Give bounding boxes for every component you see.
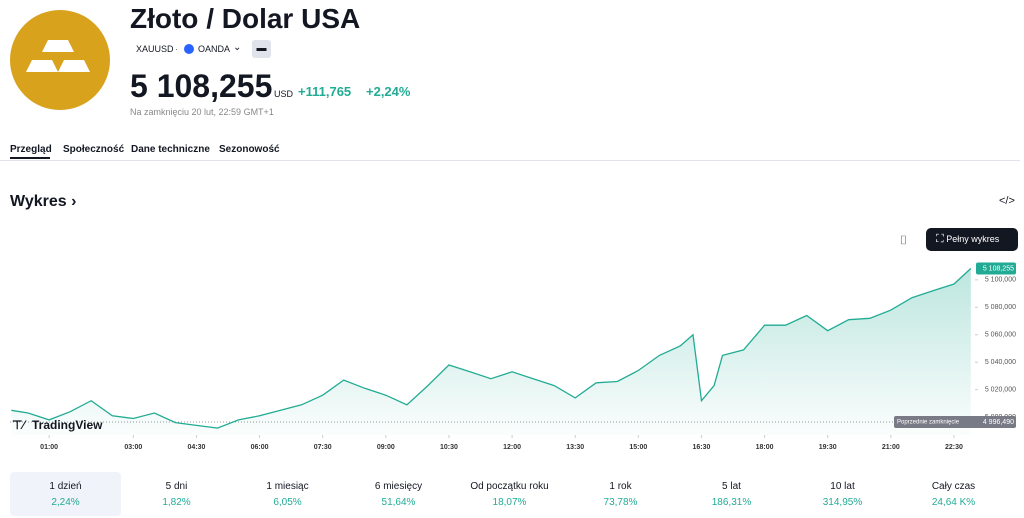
period-label: 10 lat xyxy=(830,481,855,492)
full-chart-button[interactable]: ⛶ Pełny wykres xyxy=(926,228,1018,251)
period-label: 1 rok xyxy=(609,481,632,492)
price: 5 108,255 xyxy=(130,68,273,104)
period-change: 186,31% xyxy=(711,497,752,508)
x-tick-label: 10:30 xyxy=(440,444,458,451)
period-button[interactable]: 10 lat 314,95% xyxy=(787,472,898,516)
tab[interactable]: Przegląd xyxy=(10,144,52,155)
x-tick-label: 07:30 xyxy=(314,444,332,451)
period-label: Cały czas xyxy=(931,481,976,492)
area-fill xyxy=(11,268,971,435)
x-tick-label: 18:00 xyxy=(756,444,774,451)
period-change: 314,95% xyxy=(822,497,863,508)
x-tick-label: 04:30 xyxy=(187,444,205,451)
tab[interactable]: Dane techniczne xyxy=(131,144,210,155)
tab[interactable]: Sezonowość xyxy=(219,144,280,155)
verified-icon xyxy=(184,44,194,54)
status-text: Na zamknięciu 20 lut, 22:59 GMT+1 xyxy=(130,107,274,117)
period-label: Od początku roku xyxy=(470,481,549,492)
period-button[interactable]: Cały czas 24,64 K% xyxy=(898,472,1009,516)
period-change: 18,07% xyxy=(492,497,527,508)
y-tick-label: 5 060,000 xyxy=(985,332,1016,339)
x-tick-label: 12:00 xyxy=(503,444,521,451)
tradingview-mark: ⊤⁄ xyxy=(12,418,27,432)
full-chart-label: Pełny wykres xyxy=(946,234,1000,244)
y-tick-label: 5 020,000 xyxy=(985,387,1016,394)
title: Złoto / Dolar USA xyxy=(130,3,361,34)
period-label: 1 miesiąc xyxy=(266,481,309,492)
section-title-text: Wykres xyxy=(10,193,67,210)
x-tick-label: 13:30 xyxy=(566,444,584,451)
x-tick-label: 03:00 xyxy=(124,444,142,451)
y-tick-label: 5 080,000 xyxy=(985,304,1016,311)
period-change: 73,78% xyxy=(603,497,638,508)
period-change: 2,24% xyxy=(51,497,80,508)
tab-underline xyxy=(10,157,50,159)
period-label: 6 miesięcy xyxy=(374,481,423,492)
x-tick-label: 01:00 xyxy=(40,444,58,451)
period-change: 1,82% xyxy=(162,497,191,508)
camera-icon[interactable]: ⌷ xyxy=(900,233,908,247)
tab[interactable]: Społeczność xyxy=(63,144,125,155)
change: +111,765 xyxy=(298,84,352,99)
dot: · xyxy=(175,44,178,54)
period-button[interactable]: Od początku roku 18,07% xyxy=(454,472,565,516)
x-tick-label: 16:30 xyxy=(692,444,710,451)
period-label: 5 dni xyxy=(165,481,188,492)
symbol-logo xyxy=(10,10,110,110)
exchange[interactable]: OANDA xyxy=(198,44,231,54)
period-label: 5 lat xyxy=(722,481,741,492)
period-label: 1 dzień xyxy=(49,481,82,492)
x-tick-label: 15:00 xyxy=(629,444,647,451)
previous-close-value: 4 996,490 xyxy=(983,419,1014,426)
x-tick-label: 06:00 xyxy=(251,444,269,451)
previous-close-label: Poprzednie zamknięcie xyxy=(897,420,960,426)
currency: USD xyxy=(274,89,294,99)
embed-icon[interactable]: </> xyxy=(999,195,1015,207)
period-button[interactable]: 6 miesięcy 51,64% xyxy=(343,472,454,516)
period-button[interactable]: 1 miesiąc 6,05% xyxy=(232,472,343,516)
period-change: 51,64% xyxy=(381,497,416,508)
x-tick-label: 09:00 xyxy=(377,444,395,451)
symbol: XAUUSD xyxy=(136,44,174,54)
change-percent: +2,24% xyxy=(366,84,411,99)
period-button[interactable]: 1 rok 73,78% xyxy=(565,472,676,516)
section-title[interactable]: Wykres › xyxy=(10,193,77,210)
y-tick-label: 5 040,000 xyxy=(985,359,1016,366)
period-button[interactable]: 5 dni 1,82% xyxy=(121,472,232,516)
period-change: 6,05% xyxy=(273,497,302,508)
previous-close-box xyxy=(894,415,1016,428)
x-tick-label: 21:00 xyxy=(882,444,900,451)
x-tick-label: 22:30 xyxy=(945,444,963,451)
separator xyxy=(0,160,1020,161)
last-price-label: 5 108,255 xyxy=(983,265,1014,272)
dropdown-arrow[interactable]: ⌄ xyxy=(233,42,242,53)
y-tick-label: 5 100,000 xyxy=(985,277,1016,284)
last-price-box xyxy=(976,262,1016,275)
period-button[interactable]: 1 dzień 2,24% xyxy=(10,472,121,516)
tradingview-logo: TradingView xyxy=(32,418,103,432)
period-button[interactable]: 5 lat 186,31% xyxy=(676,472,787,516)
period-change: 24,64 K% xyxy=(931,497,976,508)
status-badge: ▬ xyxy=(252,40,271,58)
x-tick-label: 19:30 xyxy=(819,444,837,451)
price-line xyxy=(11,268,972,429)
